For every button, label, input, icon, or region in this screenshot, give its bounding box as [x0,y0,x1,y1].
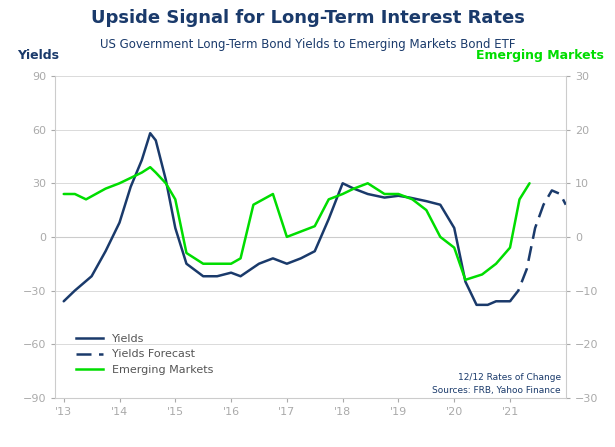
Text: Yields: Yields [17,49,59,62]
Legend: Yields, Yields Forecast, Emerging Markets: Yields, Yields Forecast, Emerging Market… [71,329,218,380]
Text: 12/12 Rates of Change
Sources: FRB, Yahoo Finance: 12/12 Rates of Change Sources: FRB, Yaho… [432,373,561,395]
Text: Upside Signal for Long-Term Interest Rates: Upside Signal for Long-Term Interest Rat… [90,9,525,27]
Text: Emerging Markets: Emerging Markets [476,49,604,62]
Text: US Government Long-Term Bond Yields to Emerging Markets Bond ETF: US Government Long-Term Bond Yields to E… [100,38,515,51]
